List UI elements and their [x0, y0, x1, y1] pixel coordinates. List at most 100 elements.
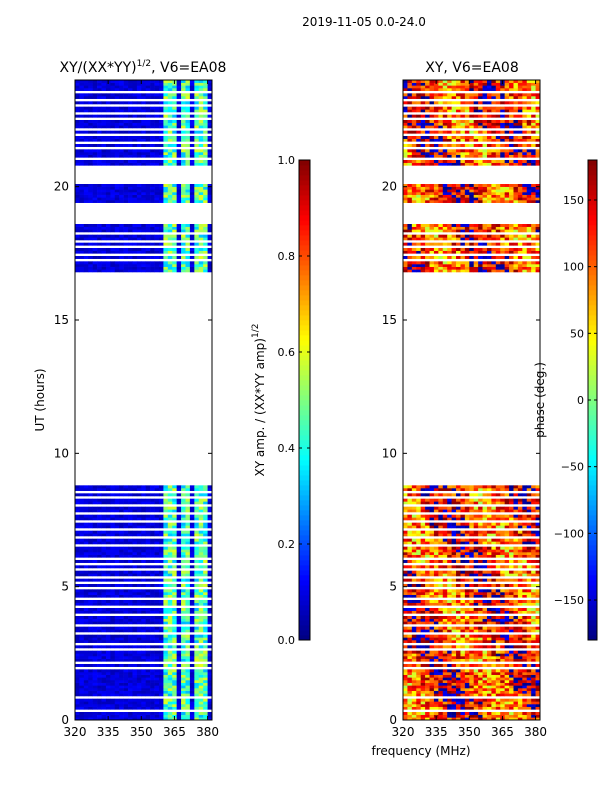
heatmap-cell — [531, 680, 536, 683]
heatmap-cell — [132, 680, 138, 683]
heatmap-cell — [79, 125, 85, 129]
heatmap-cell — [407, 594, 413, 598]
heatmap-cell — [456, 693, 461, 697]
heatmap-cell — [429, 629, 435, 633]
heatmap-cell — [83, 677, 89, 681]
heatmap-cell — [482, 653, 488, 657]
heatmap-cell — [203, 194, 208, 198]
heatmap-cell — [167, 82, 173, 86]
heatmap-cell — [442, 626, 448, 630]
heatmap-cell — [433, 677, 439, 681]
heatmap-cell — [92, 717, 98, 721]
heatmap-cell — [123, 690, 129, 694]
heatmap-cell — [517, 640, 523, 643]
heatmap-cell — [163, 525, 169, 529]
heatmap-cell — [500, 533, 505, 537]
heatmap-cell — [154, 552, 160, 555]
heatmap-cell — [75, 616, 80, 619]
heatmap-cell — [176, 621, 182, 625]
heatmap-cell — [154, 269, 160, 273]
heatmap-cell — [172, 160, 177, 163]
heatmap-cell — [522, 552, 528, 555]
heatmap-cell — [416, 690, 421, 694]
heatmap-cell — [158, 560, 164, 563]
heatmap-cell — [92, 589, 98, 593]
heatmap-cell — [478, 680, 483, 683]
heatmap-cell — [132, 677, 138, 681]
heatmap-cell — [438, 538, 444, 542]
heatmap-cell — [128, 682, 133, 686]
heatmap-cell — [114, 248, 120, 251]
heatmap-cell — [473, 680, 479, 683]
heatmap-cell — [433, 693, 439, 697]
heatmap-cell — [181, 578, 186, 582]
heatmap-cell — [119, 650, 124, 654]
heatmap-cell — [411, 698, 417, 702]
heatmap-cell — [425, 610, 430, 614]
heatmap-cell — [119, 130, 124, 134]
heatmap-cell — [482, 565, 488, 569]
heatmap-cell — [158, 682, 164, 686]
heatmap-cell — [110, 600, 116, 603]
heatmap-cell — [420, 677, 426, 681]
heatmap-cell — [486, 541, 492, 545]
heatmap-cell — [163, 640, 169, 643]
heatmap-cell — [460, 701, 466, 705]
heatmap-cell — [110, 82, 116, 86]
heatmap-cell — [460, 560, 466, 563]
heatmap-cell — [495, 602, 501, 606]
heatmap-cell — [460, 645, 466, 649]
heatmap-cell — [145, 194, 151, 198]
heatmap-cell — [207, 626, 213, 630]
heatmap-cell — [203, 717, 208, 721]
colorbar-band — [299, 285, 310, 291]
heatmap-cell — [517, 706, 523, 710]
colorbar-band — [299, 340, 310, 346]
heatmap-cell — [517, 621, 523, 625]
heatmap-cell — [150, 200, 155, 203]
heatmap-cell — [438, 669, 444, 673]
heatmap-cell — [526, 618, 532, 622]
heatmap-cell — [185, 640, 191, 643]
heatmap-cell — [114, 677, 120, 681]
heatmap-cell — [158, 501, 164, 505]
heatmap-cell — [92, 658, 98, 662]
heatmap-cell — [75, 578, 80, 582]
heatmap-cell — [158, 498, 164, 502]
heatmap-cell — [438, 682, 444, 686]
heatmap-cell — [101, 664, 107, 667]
colorbar-band — [299, 225, 310, 231]
heatmap-cell — [83, 541, 89, 545]
heatmap-cell — [154, 706, 160, 710]
heatmap-cell — [105, 506, 111, 510]
heatmap-cell — [114, 682, 120, 686]
heatmap-cell — [128, 706, 133, 710]
heatmap-cell — [172, 554, 177, 558]
heatmap-cell — [486, 552, 492, 555]
heatmap-cell — [185, 653, 191, 657]
heatmap-cell — [420, 549, 426, 553]
heatmap-cell — [203, 224, 208, 227]
heatmap-cell — [203, 656, 208, 659]
heatmap-cell — [101, 645, 107, 649]
colorbar-band — [299, 305, 310, 311]
heatmap-cell — [185, 600, 191, 603]
heatmap-cell — [119, 194, 124, 198]
heatmap-cell — [198, 693, 204, 697]
heatmap-cell — [478, 637, 483, 641]
heatmap-cell — [158, 592, 164, 595]
heatmap-cell — [181, 634, 186, 638]
heatmap-cell — [176, 634, 182, 638]
heatmap-cell — [198, 506, 204, 510]
heatmap-cell — [425, 600, 430, 603]
heatmap-cell — [119, 690, 124, 694]
heatmap-cell — [114, 256, 120, 259]
heatmap-cell — [101, 261, 107, 265]
heatmap-cell — [194, 685, 200, 689]
heatmap-cell — [429, 592, 435, 595]
heatmap-cell — [522, 653, 528, 657]
heatmap-cell — [207, 645, 213, 649]
heatmap-cell — [416, 704, 421, 707]
heatmap-cell — [150, 714, 155, 718]
heatmap-cell — [136, 554, 142, 558]
